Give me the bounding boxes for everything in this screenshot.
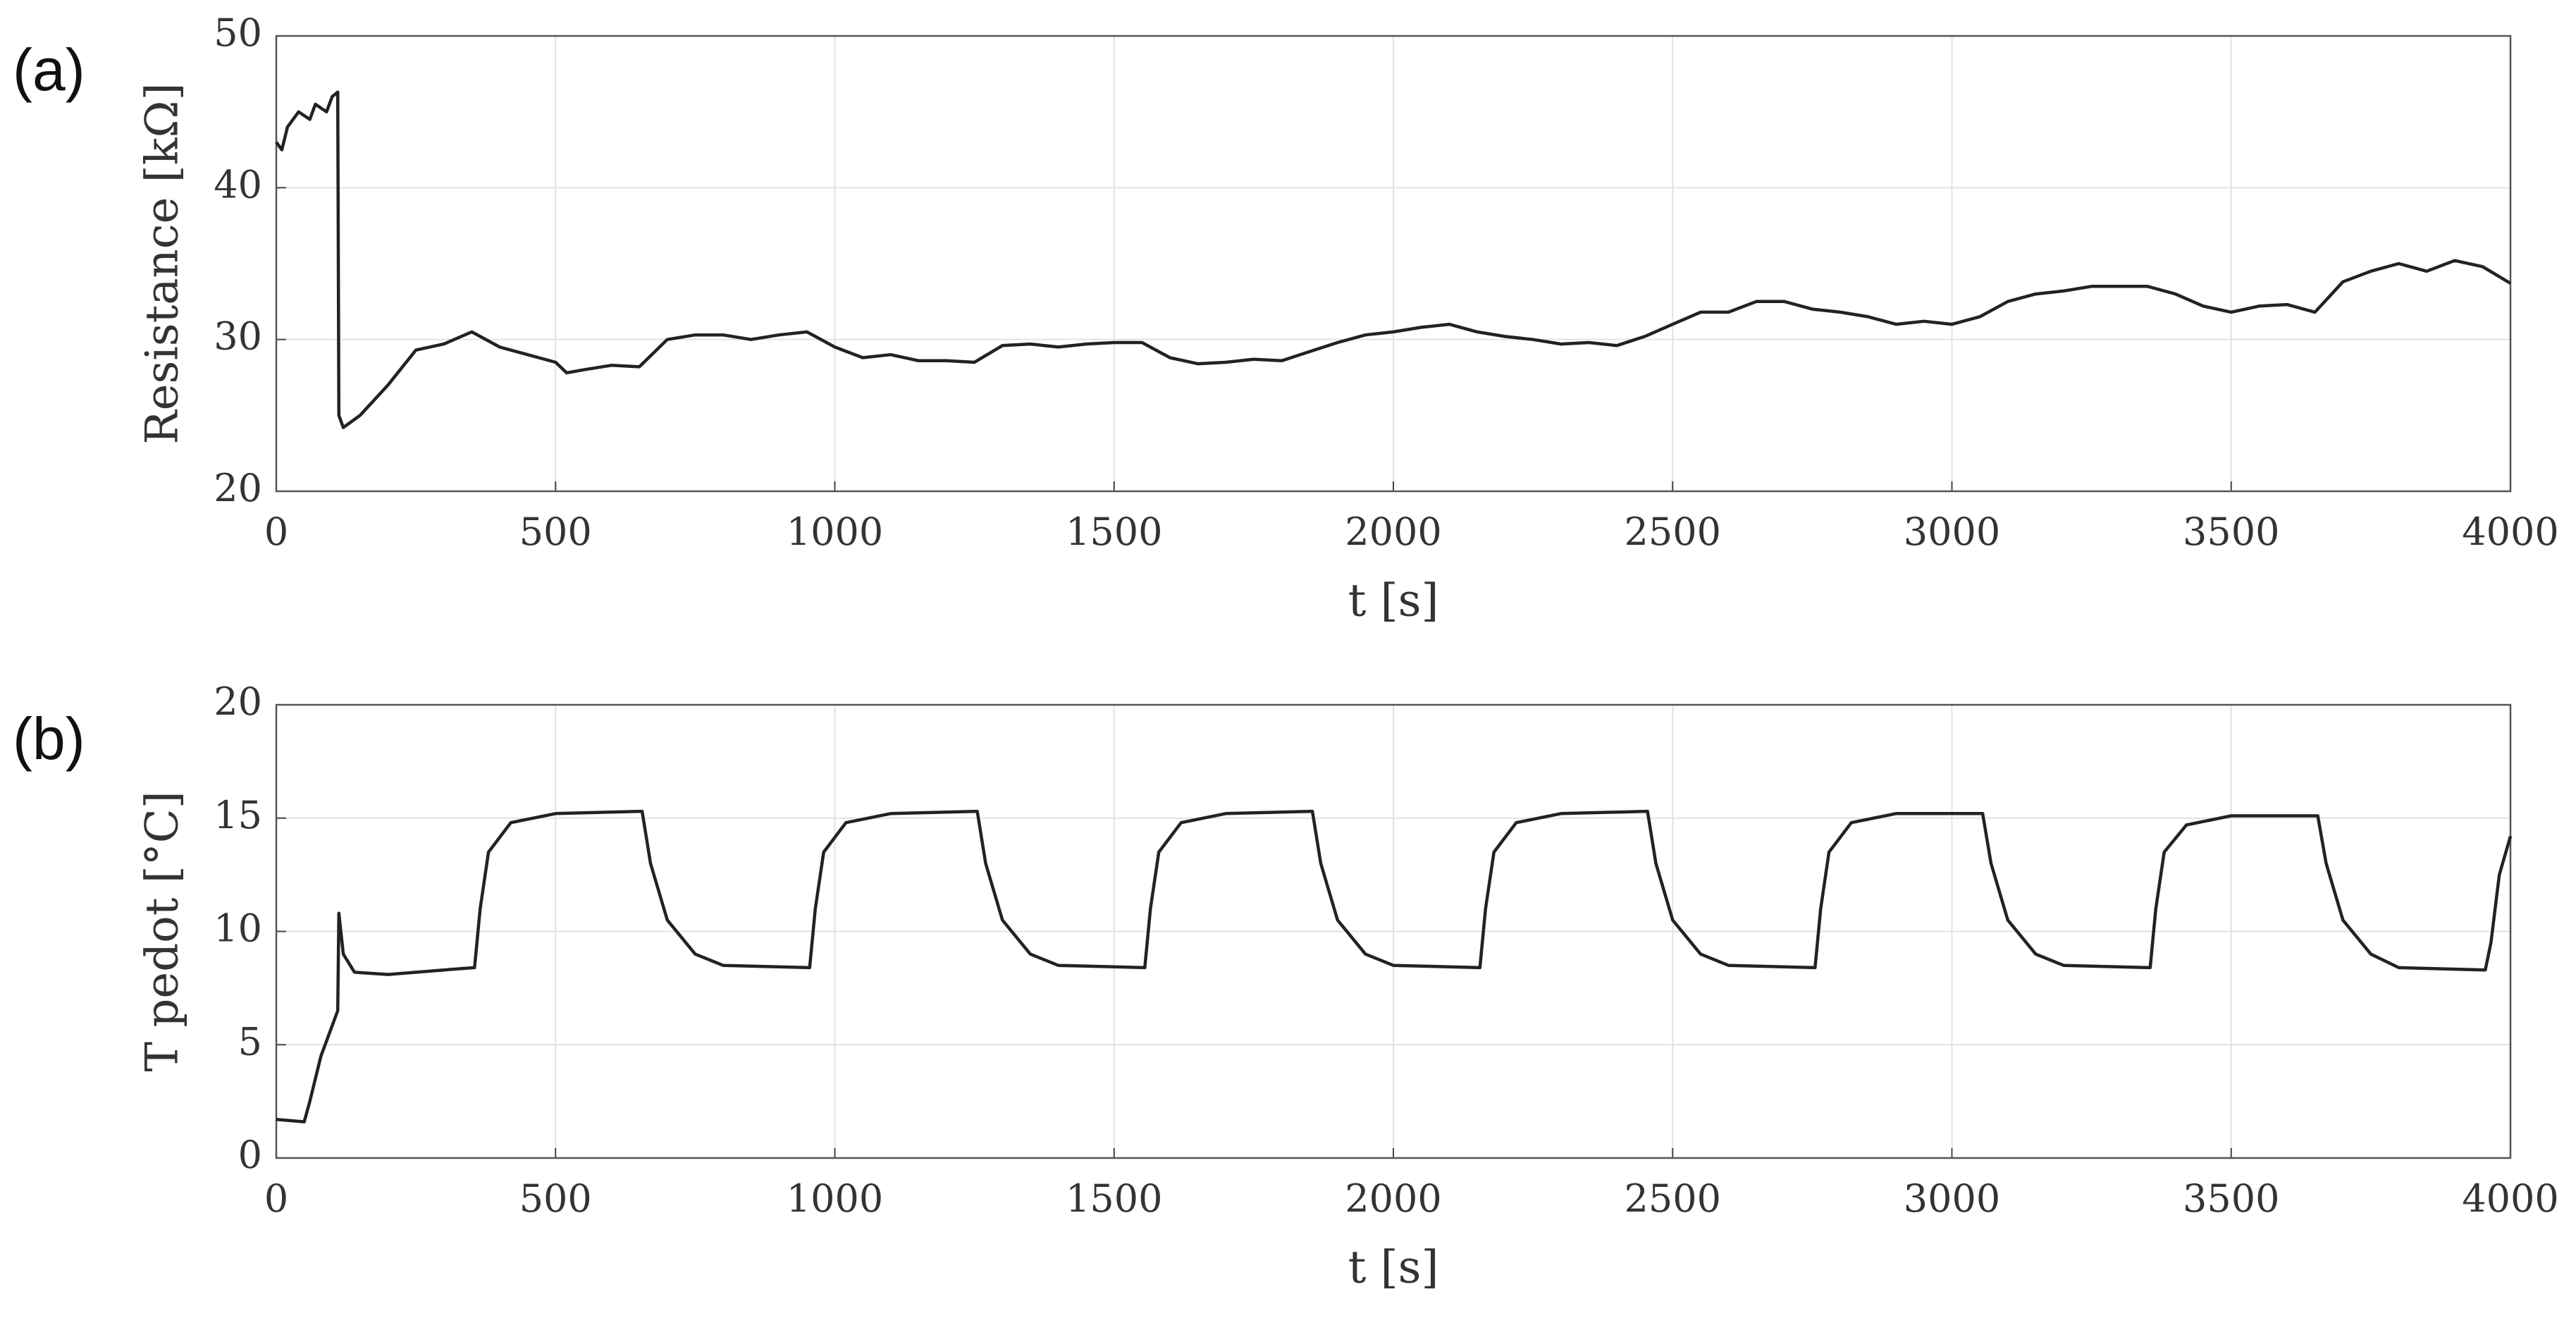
x-tick-label: 4000 xyxy=(2462,510,2558,554)
x-axis-label: t [s] xyxy=(1348,1242,1439,1294)
x-tick-label: 0 xyxy=(264,1176,288,1221)
data-line xyxy=(276,809,2513,1123)
y-tick-label: 40 xyxy=(214,162,262,207)
x-tick-label: 2000 xyxy=(1345,510,1441,554)
x-tick-label: 1500 xyxy=(1066,1176,1162,1221)
y-tick-label: 5 xyxy=(238,1019,262,1064)
panel-label: (a) xyxy=(13,37,85,103)
x-tick-label: 3500 xyxy=(2183,510,2279,554)
y-axis-label: T pedot [°C] xyxy=(137,791,189,1071)
y-tick-label: 10 xyxy=(214,906,262,951)
x-tick-label: 2500 xyxy=(1625,510,1721,554)
x-tick-label: 1500 xyxy=(1066,510,1162,554)
y-tick-label: 20 xyxy=(214,679,262,724)
x-tick-label: 1000 xyxy=(787,1176,883,1221)
x-tick-label: 0 xyxy=(264,510,288,554)
panel-label: (b) xyxy=(13,706,85,772)
x-tick-label: 3000 xyxy=(1904,510,2000,554)
x-tick-label: 2000 xyxy=(1345,1176,1441,1221)
y-tick-label: 15 xyxy=(214,793,262,837)
x-tick-label: 1000 xyxy=(787,510,883,554)
x-tick-label: 500 xyxy=(519,1176,592,1221)
y-axis-label: Resistance [kΩ] xyxy=(137,82,189,444)
x-tick-label: 4000 xyxy=(2462,1176,2558,1221)
data-line xyxy=(275,90,2512,429)
x-tick-label: 3000 xyxy=(1904,1176,2000,1221)
plot-frame xyxy=(275,35,2512,493)
y-tick-label: 30 xyxy=(214,314,262,359)
x-axis-label: t [s] xyxy=(1348,575,1439,627)
x-tick-label: 3500 xyxy=(2183,1176,2279,1221)
x-tick-label: 500 xyxy=(519,510,592,554)
y-tick-label: 0 xyxy=(238,1133,262,1177)
x-tick-label: 2500 xyxy=(1625,1176,1721,1221)
y-tick-label: 50 xyxy=(214,11,262,55)
y-tick-label: 20 xyxy=(214,466,262,510)
plot-frame xyxy=(275,703,2512,1159)
